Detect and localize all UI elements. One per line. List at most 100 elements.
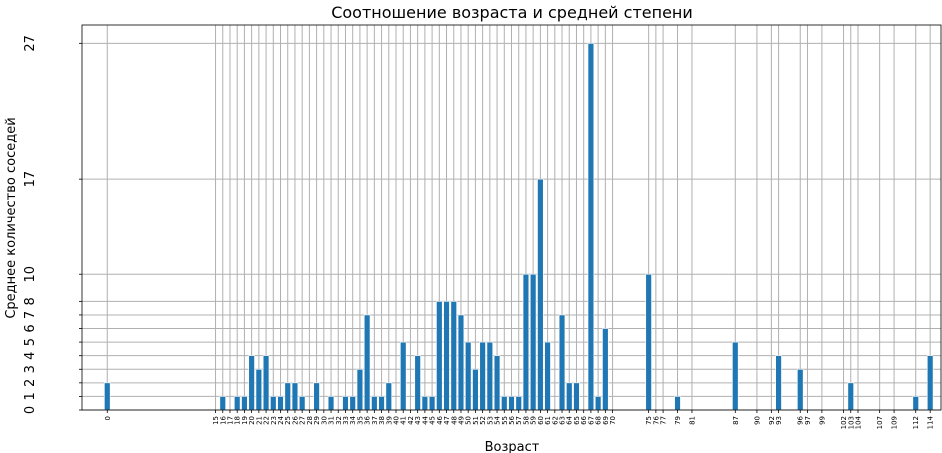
x-tick-label: 33 — [342, 416, 350, 425]
bar — [443, 301, 450, 411]
x-tick-label: 31 — [328, 416, 336, 425]
bar — [277, 396, 284, 411]
y-tick-label: 3 — [23, 365, 38, 373]
bar — [241, 396, 248, 411]
y-tick-label: 10 — [23, 266, 38, 283]
bar — [327, 396, 335, 411]
y-tick-label: 4 — [23, 352, 38, 360]
x-tick-label: 29 — [313, 416, 321, 425]
x-tick-label: 92 — [768, 416, 776, 425]
x-tick-label: 38 — [378, 416, 386, 425]
x-tick-label: 53 — [486, 416, 494, 425]
y-tick-label: 7 — [23, 311, 38, 319]
x-tick-label: 96 — [797, 415, 805, 424]
x-axis-label: Возраст — [485, 440, 540, 453]
x-tick-label: 27 — [299, 416, 307, 425]
bar — [234, 396, 241, 411]
x-tick-label: 81 — [688, 416, 696, 425]
y-tick-label: 0 — [23, 406, 38, 414]
x-tick-label: 54 — [494, 415, 502, 424]
x-tick-label: 68 — [595, 416, 603, 425]
y-tick-label: 1 — [23, 392, 38, 400]
bar — [255, 368, 263, 411]
bar — [291, 382, 299, 411]
bar — [674, 396, 681, 411]
x-tick-label: 17 — [226, 416, 234, 425]
bar — [349, 396, 356, 411]
bar — [262, 355, 270, 411]
y-axis-label: Среднее количество соседей — [4, 117, 19, 318]
x-tick-label: 63 — [559, 416, 567, 425]
x-tick-label: 90 — [753, 416, 761, 425]
x-tick-label: 79 — [674, 416, 682, 425]
bar — [400, 341, 407, 411]
bar — [436, 301, 443, 411]
y-tick-label: 5 — [23, 338, 38, 346]
x-tick-label: 59 — [530, 416, 538, 425]
x-tick-label: 41 — [400, 416, 408, 425]
x-tick-label: 25 — [284, 416, 292, 425]
x-tick-label: 19 — [241, 416, 249, 425]
x-tick-label: 66 — [580, 415, 588, 424]
bar — [486, 341, 494, 411]
bar — [298, 396, 306, 411]
x-tick-label: 36 — [364, 415, 372, 424]
x-tick-label: 107 — [876, 416, 884, 429]
x-tick-label: 75 — [645, 416, 653, 425]
bar — [465, 341, 472, 411]
x-tick-label: 65 — [573, 416, 581, 425]
y-tick-label: 27 — [23, 35, 38, 52]
bar — [284, 382, 291, 411]
x-tick-label: 0 — [104, 416, 112, 420]
x-tick-label: 37 — [371, 416, 379, 425]
x-tick-label: 28 — [306, 416, 314, 425]
bar — [219, 396, 226, 411]
bar — [414, 355, 421, 411]
x-tick-label: 20 — [248, 416, 256, 425]
bar — [104, 382, 111, 411]
grid-lines — [82, 25, 941, 411]
chart-title: Соотношение возраста и средней степени — [331, 3, 693, 22]
bar — [428, 396, 436, 411]
bar — [421, 396, 429, 411]
x-tick-label: 112 — [912, 416, 920, 429]
bar — [313, 382, 320, 411]
x-tick-label: 16 — [219, 415, 227, 424]
x-tick-label: 42 — [407, 416, 415, 425]
x-tick-label: 87 — [732, 416, 740, 425]
x-tick-label: 40 — [393, 416, 401, 425]
x-tick-label: 51 — [472, 416, 480, 425]
x-tick-label: 21 — [255, 416, 263, 425]
bar — [457, 314, 465, 411]
bar — [732, 341, 739, 411]
bar — [508, 396, 515, 411]
bar — [544, 341, 551, 411]
x-tick-label: 24 — [277, 415, 285, 424]
y-tick-label: 6 — [23, 324, 38, 332]
x-tick-label: 30 — [320, 416, 328, 425]
x-tick-label: 69 — [602, 416, 610, 425]
x-tick-label: 39 — [385, 416, 393, 425]
x-tick-label: 99 — [818, 416, 826, 425]
x-tick-label: 26 — [291, 415, 299, 424]
y-tick-label: 17 — [23, 171, 38, 188]
bar — [515, 396, 522, 411]
bar — [529, 273, 537, 411]
bar — [847, 382, 854, 411]
bar — [537, 178, 544, 411]
bar — [342, 396, 349, 411]
y-tick-label: 8 — [23, 297, 38, 305]
bar — [472, 368, 479, 411]
bar — [797, 368, 804, 411]
bar — [926, 355, 934, 411]
x-tick-label: 104 — [854, 415, 862, 429]
x-tick-label: 93 — [775, 416, 783, 425]
x-tick-label: 103 — [847, 416, 855, 429]
bar — [450, 301, 457, 411]
bar — [371, 396, 378, 411]
x-tick-label: 49 — [457, 416, 465, 425]
x-tick-label: 46 — [436, 415, 444, 424]
bar — [645, 273, 652, 411]
x-tick-label: 67 — [587, 416, 595, 425]
